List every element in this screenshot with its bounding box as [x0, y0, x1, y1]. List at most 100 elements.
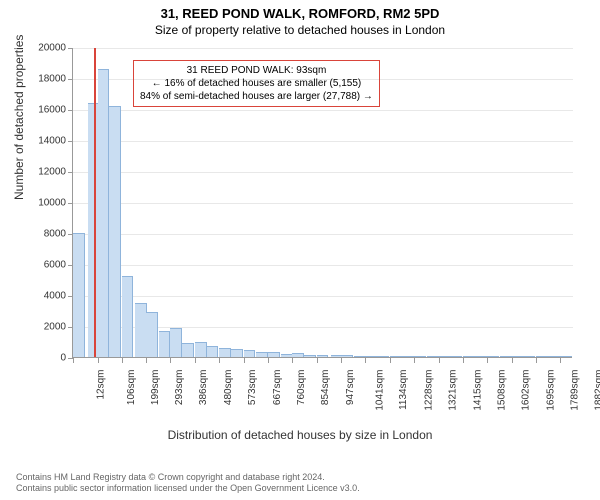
- callout-line-2: ← 16% of detached houses are smaller (5,…: [140, 77, 373, 90]
- histogram-bar: [487, 356, 499, 357]
- histogram-bar: [560, 356, 572, 357]
- xtick-mark: [268, 358, 269, 363]
- chart-container: 31, REED POND WALK, ROMFORD, RM2 5PD Siz…: [0, 0, 600, 500]
- xtick-mark: [341, 358, 342, 363]
- ytick-label: 14000: [38, 136, 66, 147]
- ytick-mark: [68, 172, 73, 173]
- histogram-bar: [292, 353, 304, 357]
- callout-box: 31 REED POND WALK: 93sqm← 16% of detache…: [133, 60, 380, 107]
- histogram-bar: [536, 356, 548, 357]
- ytick-label: 12000: [38, 167, 66, 178]
- histogram-bar: [244, 350, 256, 357]
- histogram-bar: [231, 349, 243, 357]
- xtick-mark: [365, 358, 366, 363]
- histogram-bar: [219, 348, 231, 357]
- ytick-mark: [68, 141, 73, 142]
- xtick-label: 1321sqm: [448, 370, 459, 411]
- gridline: [73, 296, 573, 297]
- histogram-bar: [512, 356, 524, 357]
- ytick-label: 20000: [38, 43, 66, 54]
- xtick-label: 199sqm: [150, 370, 161, 406]
- xtick-mark: [170, 358, 171, 363]
- page-subtitle: Size of property relative to detached ho…: [0, 21, 600, 37]
- ytick-label: 6000: [44, 260, 66, 271]
- xtick-mark: [414, 358, 415, 363]
- callout-line-1: 31 REED POND WALK: 93sqm: [140, 64, 373, 77]
- xtick-label: 573sqm: [247, 370, 258, 406]
- xtick-label: 1041sqm: [375, 370, 386, 411]
- xtick-label: 1882sqm: [594, 370, 600, 411]
- xtick-label: 760sqm: [296, 370, 307, 406]
- histogram-bar: [304, 355, 316, 357]
- chart-area: 0200040006000800010000120001400016000180…: [72, 48, 572, 418]
- xtick-mark: [195, 358, 196, 363]
- xtick-label: 1415sqm: [472, 370, 483, 411]
- histogram-bar: [475, 356, 487, 357]
- ytick-label: 8000: [44, 229, 66, 240]
- histogram-bar: [281, 354, 293, 357]
- histogram-bar: [182, 343, 194, 357]
- xtick-mark: [487, 358, 488, 363]
- xtick-label: 947sqm: [345, 370, 356, 406]
- xtick-label: 480sqm: [223, 370, 234, 406]
- histogram-bar: [170, 328, 182, 357]
- plot-area: 0200040006000800010000120001400016000180…: [72, 48, 572, 358]
- xtick-mark: [390, 358, 391, 363]
- gridline: [73, 141, 573, 142]
- xtick-mark: [244, 358, 245, 363]
- histogram-bar: [195, 342, 207, 358]
- histogram-bar: [73, 233, 85, 357]
- ytick-mark: [68, 110, 73, 111]
- histogram-bar: [548, 356, 560, 357]
- histogram-bar: [256, 352, 268, 357]
- ytick-mark: [68, 48, 73, 49]
- callout-line-3: 84% of semi-detached houses are larger (…: [140, 90, 373, 103]
- xtick-mark: [463, 358, 464, 363]
- ytick-label: 16000: [38, 105, 66, 116]
- xtick-label: 1789sqm: [570, 370, 581, 411]
- xtick-mark: [146, 358, 147, 363]
- histogram-bar: [402, 356, 414, 357]
- ytick-label: 0: [60, 353, 66, 364]
- xtick-label: 386sqm: [199, 370, 210, 406]
- marker-line: [94, 48, 96, 357]
- ytick-label: 2000: [44, 322, 66, 333]
- xtick-label: 1695sqm: [545, 370, 556, 411]
- ytick-mark: [68, 203, 73, 204]
- histogram-bar: [354, 356, 366, 357]
- histogram-bar: [377, 356, 389, 357]
- xtick-label: 1508sqm: [497, 370, 508, 411]
- xtick-label: 667sqm: [272, 370, 283, 406]
- xtick-label: 293sqm: [174, 370, 185, 406]
- ytick-label: 18000: [38, 74, 66, 85]
- histogram-bar: [122, 276, 134, 357]
- xtick-label: 1134sqm: [398, 370, 409, 410]
- ytick-label: 4000: [44, 291, 66, 302]
- histogram-bar: [146, 312, 158, 357]
- histogram-bar: [341, 355, 353, 357]
- xtick-mark: [560, 358, 561, 363]
- xtick-label: 12sqm: [96, 370, 107, 400]
- histogram-bar: [523, 356, 535, 357]
- y-axis-label: Number of detached properties: [12, 35, 26, 200]
- xtick-label: 1602sqm: [521, 370, 532, 411]
- footer-attribution: Contains HM Land Registry data © Crown c…: [16, 472, 360, 494]
- xtick-mark: [122, 358, 123, 363]
- xtick-mark: [439, 358, 440, 363]
- histogram-bar: [390, 356, 402, 357]
- histogram-bar: [109, 106, 121, 357]
- histogram-bar: [365, 356, 377, 357]
- histogram-bar: [135, 303, 147, 357]
- histogram-bar: [98, 69, 110, 357]
- xtick-label: 106sqm: [126, 370, 137, 406]
- gridline: [73, 203, 573, 204]
- histogram-bar: [159, 331, 171, 357]
- xtick-mark: [536, 358, 537, 363]
- histogram-bar: [317, 355, 329, 357]
- footer-line-2: Contains public sector information licen…: [16, 483, 360, 494]
- x-axis-label: Distribution of detached houses by size …: [0, 428, 600, 442]
- gridline: [73, 110, 573, 111]
- histogram-bar: [414, 356, 426, 357]
- histogram-bar: [439, 356, 451, 357]
- xtick-mark: [292, 358, 293, 363]
